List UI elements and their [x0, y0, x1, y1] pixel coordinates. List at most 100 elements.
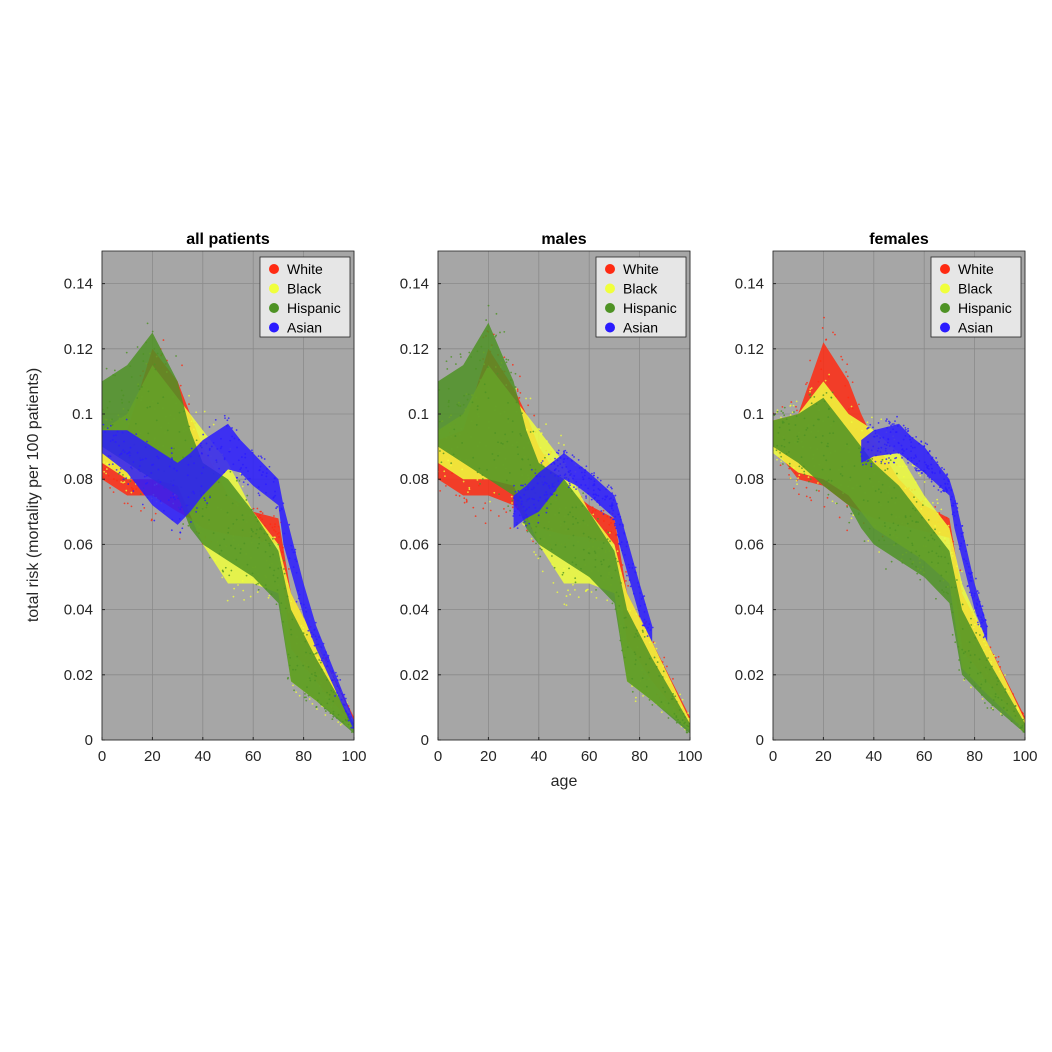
data-point — [785, 418, 788, 421]
data-point — [103, 461, 106, 463]
data-point — [642, 596, 644, 598]
data-point — [951, 555, 954, 557]
data-point — [618, 604, 621, 607]
data-point — [547, 484, 550, 487]
data-point — [223, 458, 226, 461]
x-tick-label: 100 — [677, 748, 702, 765]
data-point — [866, 427, 869, 430]
data-point — [172, 484, 175, 487]
data-point — [907, 461, 909, 464]
data-point — [831, 500, 834, 503]
data-point — [972, 626, 975, 629]
data-point — [539, 496, 542, 499]
data-point — [680, 706, 683, 709]
data-point — [503, 507, 505, 510]
data-point — [945, 591, 948, 594]
data-point — [634, 653, 637, 656]
data-point — [596, 501, 599, 503]
data-point — [975, 607, 978, 609]
data-point — [126, 452, 128, 455]
data-point — [952, 502, 955, 505]
data-point — [572, 523, 575, 526]
data-point — [468, 486, 471, 489]
data-point — [198, 455, 201, 457]
data-point — [889, 527, 891, 529]
data-point — [150, 472, 153, 474]
data-point — [634, 571, 636, 573]
data-point — [896, 425, 899, 427]
data-point — [342, 720, 344, 723]
data-point — [888, 457, 890, 459]
data-point — [223, 538, 226, 541]
data-point — [947, 592, 949, 595]
data-point — [183, 410, 185, 413]
data-point — [107, 462, 109, 465]
data-point — [287, 568, 290, 570]
data-point — [578, 486, 580, 489]
data-point — [910, 445, 912, 448]
data-point — [569, 484, 571, 487]
data-point — [927, 475, 929, 477]
data-point — [545, 482, 548, 485]
data-point — [990, 660, 992, 663]
data-point — [936, 463, 939, 466]
data-point — [959, 569, 962, 572]
data-point — [918, 460, 921, 462]
data-point — [227, 531, 230, 534]
y-tick-label: 0.1 — [72, 406, 93, 423]
data-point — [187, 524, 190, 527]
data-point — [686, 724, 688, 727]
data-point — [963, 558, 966, 561]
data-point — [157, 468, 160, 471]
data-point — [525, 428, 528, 431]
data-point — [516, 390, 519, 392]
data-point — [240, 473, 243, 476]
data-point — [968, 667, 971, 669]
data-point — [245, 466, 248, 469]
data-point — [513, 512, 515, 515]
data-point — [910, 459, 913, 462]
data-point — [351, 727, 354, 729]
data-point — [605, 529, 608, 532]
data-point — [270, 593, 273, 596]
data-point — [568, 567, 570, 570]
data-point — [864, 459, 866, 462]
data-point — [141, 503, 144, 506]
data-point — [673, 712, 676, 715]
data-point — [540, 464, 543, 466]
data-point — [980, 621, 983, 624]
data-point — [907, 536, 909, 539]
data-point — [944, 483, 947, 485]
data-point — [153, 347, 156, 350]
data-point — [529, 431, 532, 433]
data-point — [634, 632, 637, 635]
data-point — [877, 422, 880, 424]
data-point — [318, 692, 320, 695]
data-point — [512, 515, 515, 517]
x-tick-label: 60 — [581, 748, 598, 765]
data-point — [125, 489, 128, 492]
data-point — [874, 432, 877, 435]
data-point — [312, 633, 315, 636]
data-point — [582, 532, 585, 535]
data-point — [128, 401, 131, 403]
data-point — [976, 603, 979, 606]
series-hispanic — [438, 304, 690, 734]
data-point — [278, 509, 281, 512]
data-point — [894, 420, 896, 423]
data-point — [546, 440, 548, 443]
data-point — [259, 510, 262, 513]
data-point — [910, 551, 913, 554]
data-point — [788, 462, 791, 465]
data-point — [970, 686, 972, 689]
data-point — [844, 384, 847, 387]
data-point — [139, 493, 142, 495]
data-point — [122, 394, 125, 397]
data-point — [660, 701, 663, 703]
data-point — [773, 414, 776, 417]
data-point — [674, 695, 677, 698]
data-point — [143, 475, 146, 478]
data-point — [567, 480, 570, 483]
data-point — [159, 481, 162, 483]
